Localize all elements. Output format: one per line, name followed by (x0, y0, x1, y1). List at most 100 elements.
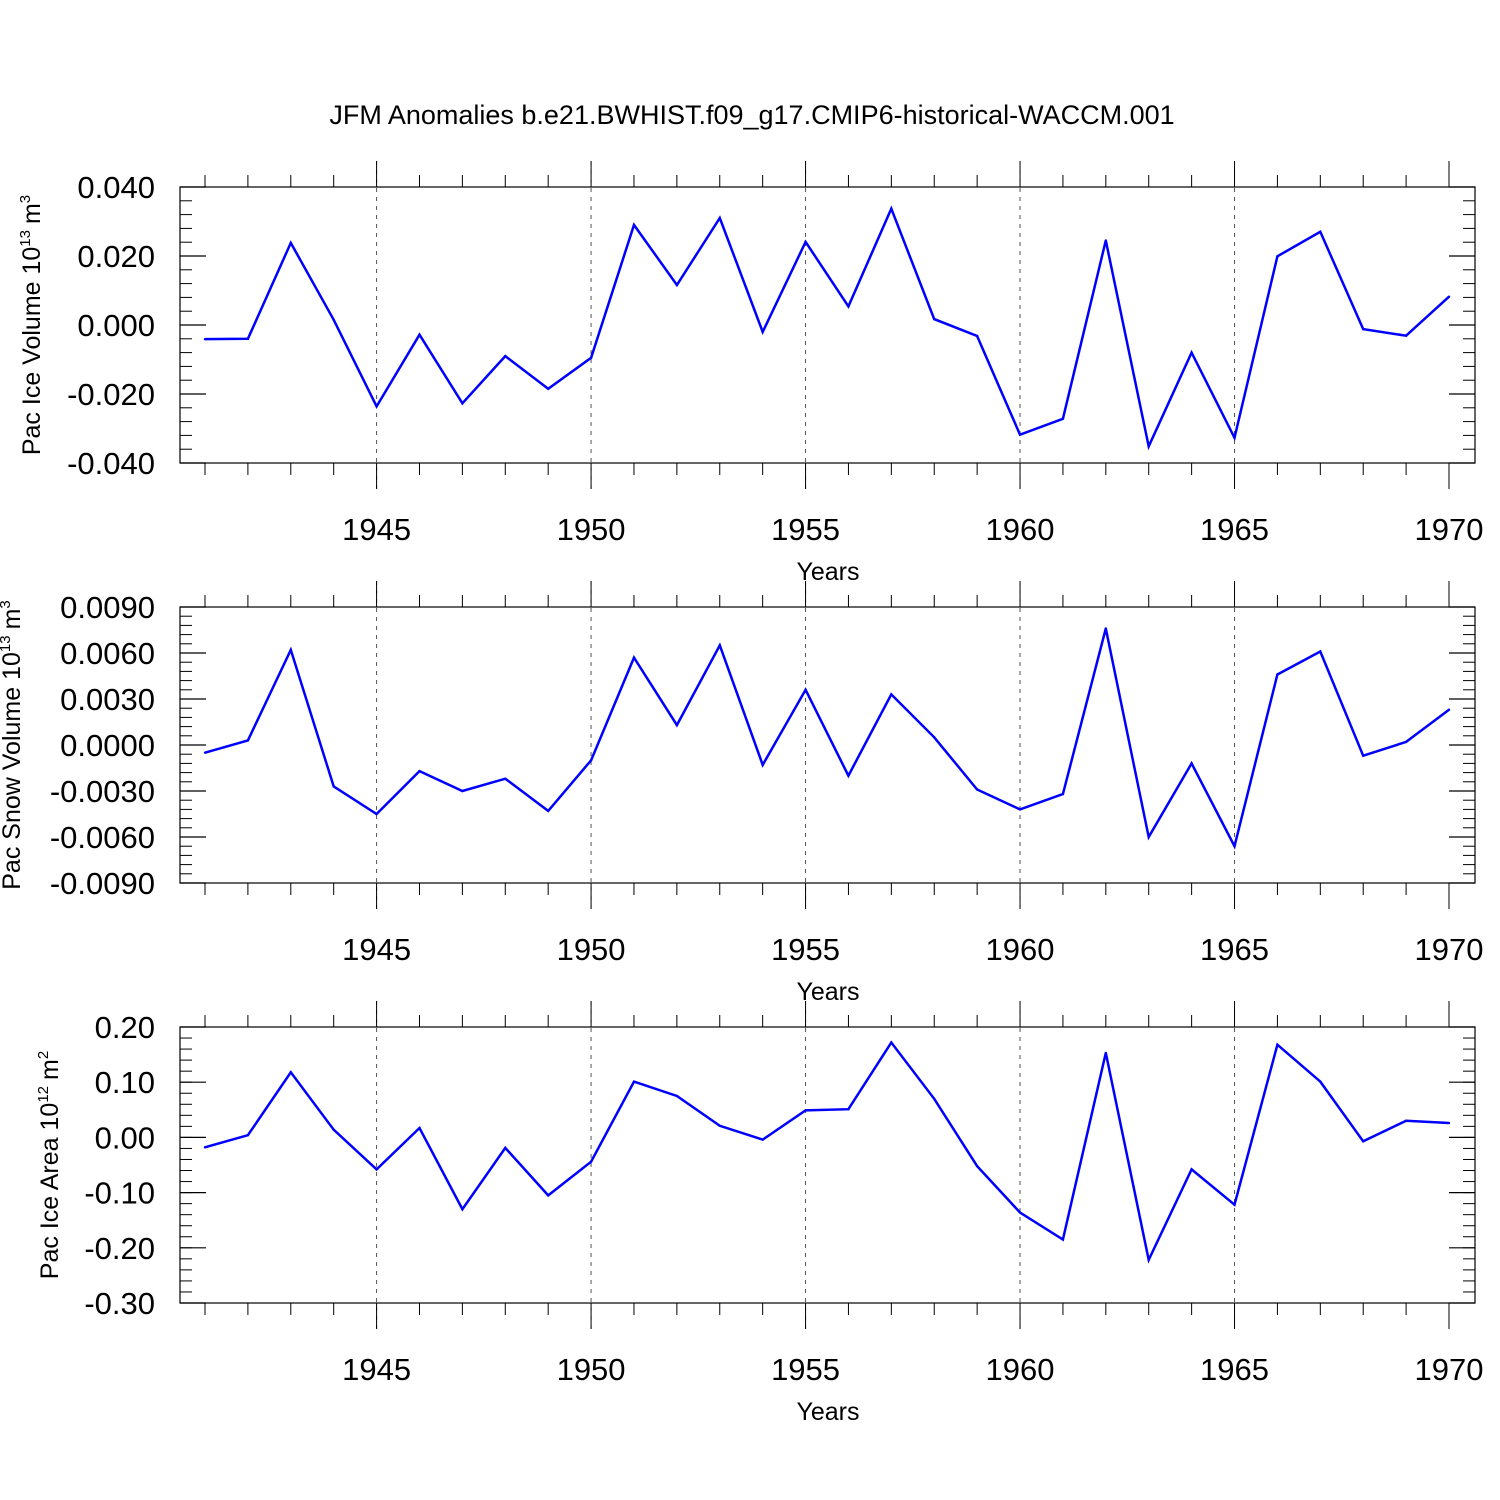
data-point (203, 337, 207, 341)
data-point (589, 759, 593, 762)
data-point (1362, 327, 1365, 331)
x-tick-label: 1960 (986, 1352, 1055, 1387)
y-axis-label-unit-exponent: 3 (17, 195, 34, 203)
x-tick-label: 1950 (557, 1352, 626, 1387)
y-tick-label: -0.0090 (50, 866, 155, 901)
y-tick-label: -0.0030 (50, 774, 155, 809)
chart-panel-2: 0.0090 0.0060 0.0030 0.0000 -0.0030 -0.0060 -0… (0, 581, 1483, 1006)
x-tick-label: 1970 (1415, 1352, 1484, 1387)
y-axis-label-text: Pac Snow Volume 10 (0, 652, 26, 890)
data-point (675, 723, 679, 727)
y-tick-label: 0.000 (77, 308, 155, 343)
data-point (1447, 1121, 1451, 1125)
data-point (1061, 1238, 1065, 1241)
data-point (504, 354, 507, 358)
data-point (761, 330, 764, 334)
data-point (1104, 627, 1108, 630)
data-point (1362, 754, 1365, 757)
plot-frame (179, 186, 1476, 464)
data-point (589, 1160, 593, 1163)
data-point (375, 812, 378, 816)
data-point (1018, 808, 1022, 811)
data-point (1147, 1258, 1150, 1262)
y-axis-label-text: Pac Ice Area 10 (36, 1103, 64, 1280)
data-point (1276, 673, 1279, 676)
y-axis-label-exponent: 13 (17, 230, 34, 247)
x-tick-label: 1965 (1200, 932, 1269, 967)
y-tick-label: -0.20 (84, 1231, 155, 1266)
data-point (632, 1080, 636, 1083)
data-point (718, 216, 721, 220)
data-point (546, 809, 550, 813)
y-tick-label: -0.30 (84, 1286, 155, 1321)
y-tick-label: 0.00 (95, 1120, 155, 1155)
y-tick-label: -0.0060 (50, 820, 155, 855)
data-point (332, 785, 335, 788)
data-point (1362, 1140, 1365, 1143)
data-point (975, 788, 979, 791)
data-point (1404, 740, 1408, 744)
y-axis-label: Pac Ice Volume 1013 m3 (17, 195, 46, 455)
y-tick-label: 0.0090 (60, 590, 155, 625)
y-axis-label-unit: m (18, 203, 46, 224)
y-tick-label: 0.20 (95, 1010, 155, 1045)
data-point (1190, 762, 1193, 765)
y-tick-label: -0.040 (67, 446, 155, 481)
data-point (1018, 1211, 1022, 1214)
data-point (289, 241, 292, 245)
data-point (546, 387, 550, 391)
data-point (418, 769, 421, 773)
data-point (1276, 255, 1279, 258)
data-point (804, 1109, 807, 1112)
x-tick-label: 1950 (557, 932, 626, 967)
data-point (203, 751, 207, 754)
data-point (418, 1126, 421, 1130)
data-point (1319, 230, 1322, 234)
data-point (847, 1108, 850, 1111)
y-axis-label-unit: m (0, 609, 26, 630)
data-point (933, 736, 936, 739)
y-tick-label: 0.0060 (60, 636, 155, 671)
x-tick-label: 1955 (771, 932, 840, 967)
data-point (1319, 650, 1322, 653)
y-tick-label: -0.020 (67, 377, 155, 412)
data-point (1190, 351, 1193, 354)
data-point (847, 305, 850, 308)
data-point (975, 334, 979, 338)
data-point (504, 1146, 507, 1150)
x-tick-label: 1960 (986, 932, 1055, 967)
data-point (761, 763, 764, 767)
data-point (804, 688, 807, 691)
y-axis-label-unit: m (36, 1059, 64, 1080)
data-point (890, 207, 893, 210)
x-axis-label: Years (796, 558, 859, 586)
data-point (1104, 1051, 1108, 1055)
y-tick-label: 0.10 (95, 1065, 155, 1100)
data-point (1018, 433, 1022, 436)
data-point (718, 644, 721, 647)
x-tick-label: 1960 (986, 512, 1055, 547)
data-point (332, 318, 335, 322)
data-point (546, 1194, 550, 1197)
x-tick-label: 1965 (1200, 1352, 1269, 1387)
data-point (375, 1168, 378, 1171)
chart-panel-3: 0.20 0.10 0.00 -0.10 -0.20 -0.30 1945 1950 1955 1… (35, 1001, 1483, 1426)
data-point (1104, 239, 1108, 242)
plot-frame (179, 606, 1476, 884)
data-point (1147, 835, 1150, 839)
y-tick-label: 0.0000 (60, 728, 155, 763)
data-point (675, 283, 679, 287)
y-axis-label-text: Pac Ice Volume 10 (18, 247, 46, 455)
y-axis-label: Pac Ice Area 1012 m2 (35, 1051, 64, 1279)
data-point (718, 1124, 721, 1128)
data-point (1404, 1119, 1408, 1123)
data-point (847, 774, 850, 777)
series-line (204, 628, 1450, 850)
series-line (204, 205, 1450, 451)
data-point (632, 656, 636, 659)
series-line (204, 1040, 1450, 1264)
data-point (1190, 1168, 1193, 1171)
y-tick-label: 0.020 (77, 239, 155, 274)
x-tick-label: 1970 (1415, 512, 1484, 547)
